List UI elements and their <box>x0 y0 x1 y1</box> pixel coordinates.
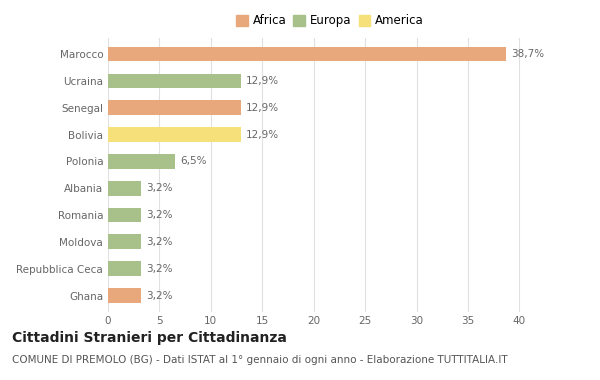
Text: 38,7%: 38,7% <box>511 49 544 59</box>
Bar <box>108 100 241 115</box>
Bar <box>108 234 141 249</box>
Text: 3,2%: 3,2% <box>146 210 173 220</box>
Text: 3,2%: 3,2% <box>146 237 173 247</box>
Legend: Africa, Europa, America: Africa, Europa, America <box>232 10 428 32</box>
Bar <box>108 74 241 88</box>
Bar <box>108 127 241 142</box>
Text: 3,2%: 3,2% <box>146 264 173 274</box>
Bar <box>108 207 141 222</box>
Bar <box>108 288 141 303</box>
Text: 12,9%: 12,9% <box>246 130 279 139</box>
Text: 3,2%: 3,2% <box>146 183 173 193</box>
Text: 3,2%: 3,2% <box>146 290 173 301</box>
Text: COMUNE DI PREMOLO (BG) - Dati ISTAT al 1° gennaio di ogni anno - Elaborazione TU: COMUNE DI PREMOLO (BG) - Dati ISTAT al 1… <box>12 355 508 365</box>
Text: 6,5%: 6,5% <box>180 157 206 166</box>
Bar <box>108 181 141 196</box>
Text: 12,9%: 12,9% <box>246 103 279 113</box>
Bar <box>108 47 506 62</box>
Text: 12,9%: 12,9% <box>246 76 279 86</box>
Text: Cittadini Stranieri per Cittadinanza: Cittadini Stranieri per Cittadinanza <box>12 331 287 345</box>
Bar <box>108 261 141 276</box>
Bar <box>108 154 175 169</box>
